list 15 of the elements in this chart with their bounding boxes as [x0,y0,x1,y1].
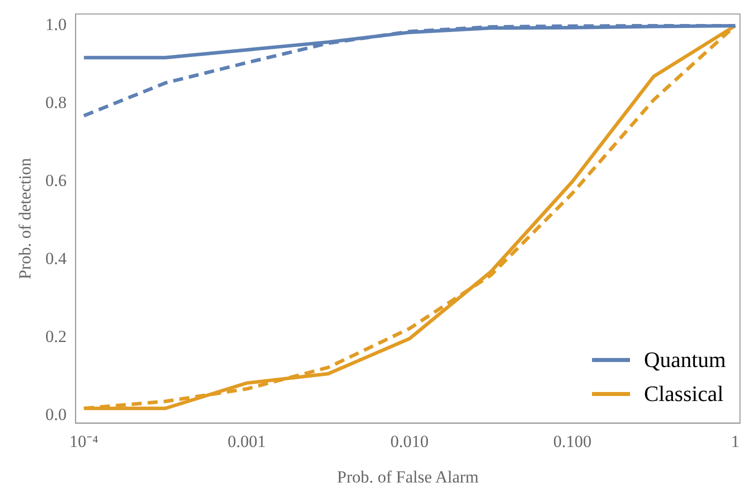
legend-label: Classical [644,381,724,408]
y-tick-label: 0.2 [45,326,67,346]
x-tick-label: 1 [730,432,740,451]
y-tick-label: 0.8 [45,93,67,112]
x-tick-label: 10⁻⁴ [69,432,98,451]
y-tick-label: 0.6 [45,171,67,190]
y-tick-label: 0.0 [45,404,67,424]
y-axis-title: Prob. of detection [16,157,35,280]
x-tick-label: 0.001 [228,432,266,451]
y-tick-label: 1.0 [45,15,67,34]
y-tick-label: 0.4 [45,248,68,268]
x-tick-label: 0.100 [553,432,592,451]
x-axis-title: Prob. of False Alarm [336,467,479,486]
x-tick-label: 0.010 [390,432,429,451]
legend-label: Quantum [644,347,726,374]
